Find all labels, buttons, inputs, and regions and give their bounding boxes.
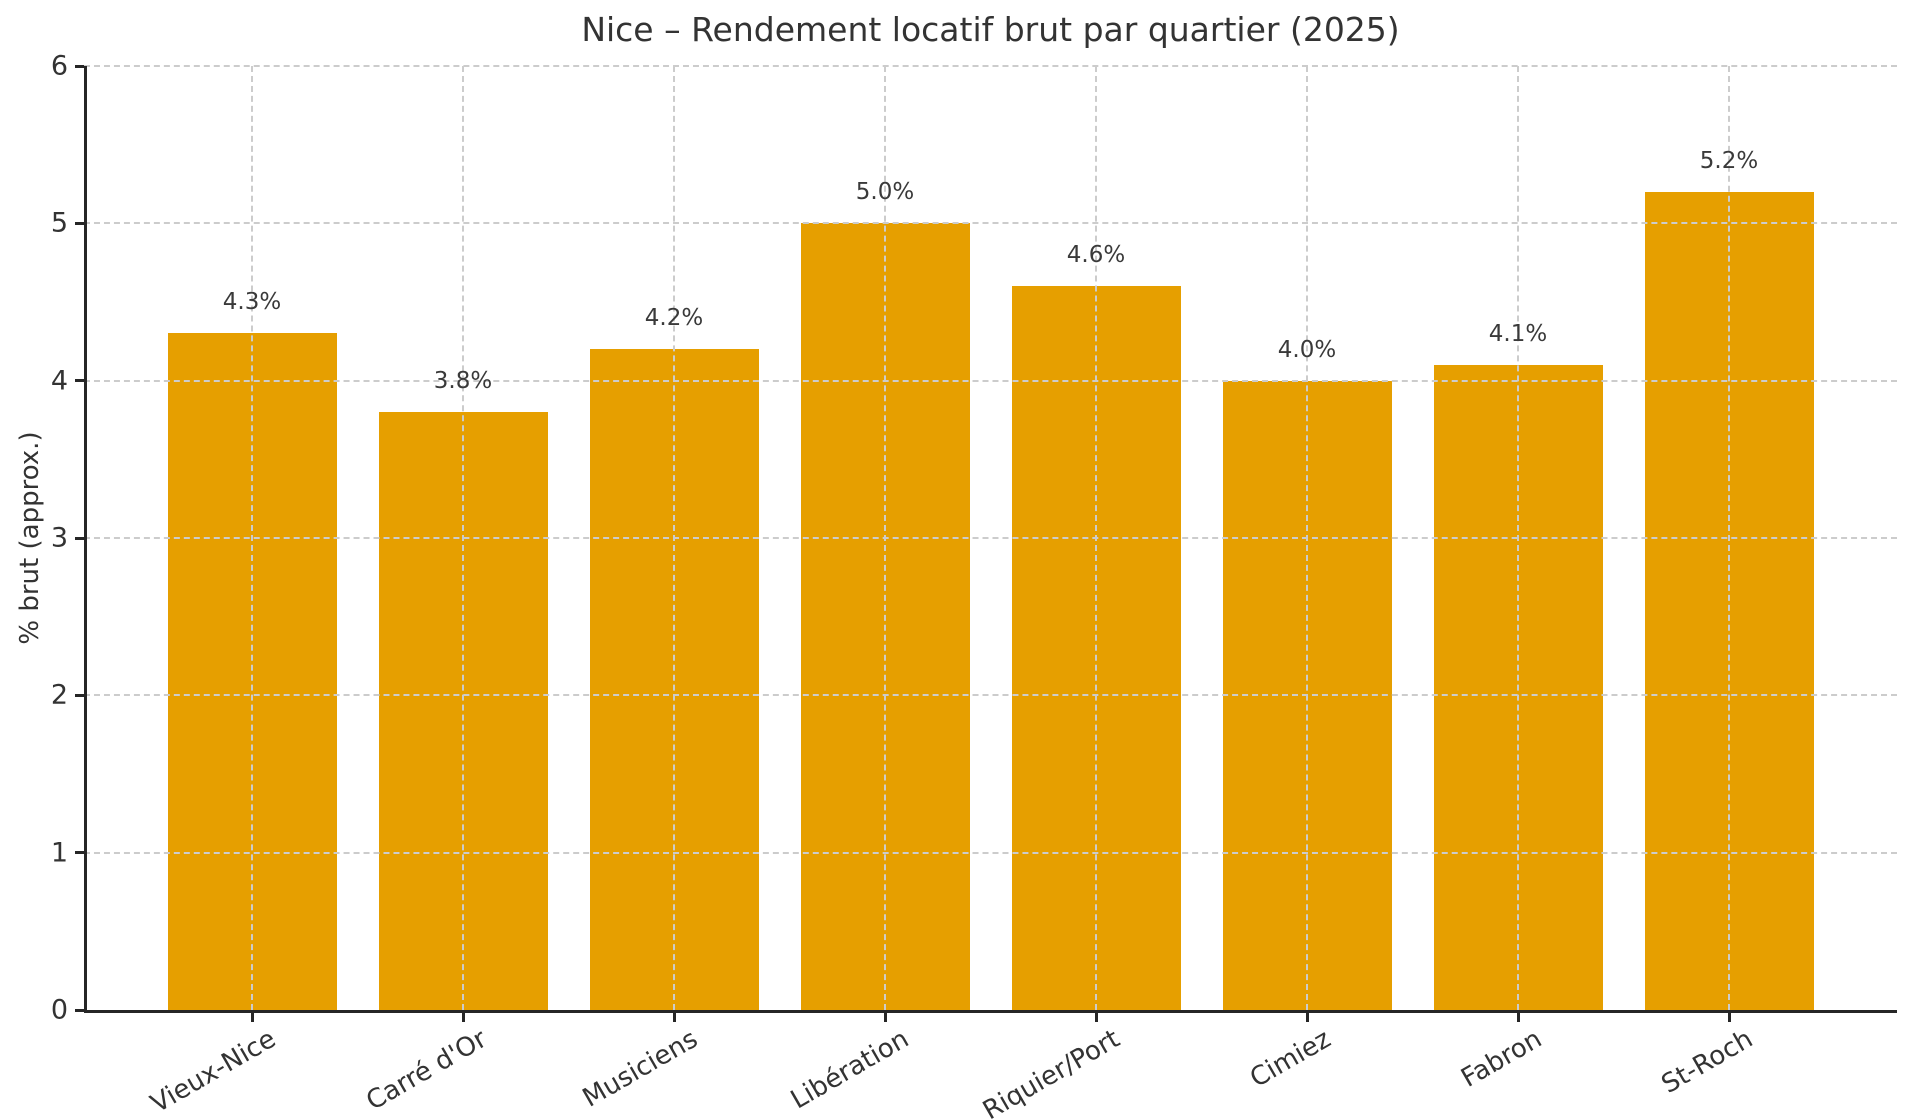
bar-value-label: 5.0%: [855, 179, 915, 206]
gridline-v: [1728, 66, 1730, 1010]
y-tick-mark: [75, 851, 84, 855]
x-axis-spine: [84, 1010, 1897, 1013]
y-tick-label: 6: [50, 50, 68, 82]
y-tick-mark: [75, 379, 84, 383]
gridline-h: [84, 65, 1897, 67]
y-tick-mark: [75, 536, 84, 540]
y-tick-mark: [75, 64, 84, 68]
gridline-v: [462, 66, 464, 1010]
y-tick-label: 3: [50, 522, 68, 554]
bar-value-label: 3.8%: [433, 368, 493, 395]
y-tick-label: 5: [50, 207, 68, 239]
gridline-h: [84, 379, 1897, 382]
gridline-v: [1517, 66, 1519, 1010]
gridline-v: [673, 66, 675, 1010]
bar-value-label: 4.6%: [1066, 242, 1126, 269]
bar-value-label: 4.2%: [644, 305, 704, 332]
bar-value-label: 4.1%: [1488, 320, 1548, 347]
gridline-h: [84, 222, 1897, 225]
bar-value-label: 4.0%: [1277, 336, 1337, 363]
x-tick-label: Riquier/Port: [977, 1024, 1125, 1120]
plot-area: 0 1 2 3 4 5 6 4.3% Vieux-Nice 3.8% Carré d'Or 4.2% M…: [51, 51, 1897, 1120]
y-axis-label: % brut (approx.): [15, 431, 45, 645]
gridline-v: [1095, 66, 1097, 1010]
x-tick-mark: [1094, 1013, 1098, 1022]
y-tick-mark: [75, 1008, 84, 1012]
y-axis-spine: [84, 66, 87, 1013]
x-tick-label: Vieux-Nice: [145, 1024, 281, 1120]
x-tick-mark: [1516, 1013, 1520, 1022]
chart-title: Nice – Rendement locatif brut par quarti…: [581, 10, 1400, 49]
y-tick-mark: [75, 693, 84, 697]
gridline-h: [84, 694, 1897, 697]
x-tick-label: St-Roch: [1656, 1024, 1758, 1100]
x-tick-mark: [1305, 1013, 1309, 1022]
gridline-v: [251, 66, 253, 1010]
y-tick-label: 0: [50, 994, 68, 1026]
x-tick-mark: [672, 1013, 676, 1022]
x-tick-label: Cimiez: [1245, 1024, 1336, 1094]
gridline-h: [84, 537, 1897, 539]
x-tick-mark: [461, 1013, 465, 1022]
bar-value-label: 5.2%: [1699, 147, 1759, 174]
gridline-v: [1306, 66, 1308, 1010]
y-tick-mark: [75, 221, 84, 225]
x-tick-mark: [883, 1013, 887, 1022]
x-tick-label: Carré d'Or: [361, 1024, 492, 1117]
y-tick-label: 4: [50, 365, 68, 397]
y-tick-label: 2: [50, 679, 68, 711]
x-tick-label: Libération: [785, 1024, 914, 1116]
x-tick-label: Fabron: [1456, 1024, 1547, 1094]
gridline-v: [884, 66, 886, 1010]
x-tick-mark: [250, 1013, 254, 1022]
y-tick-label: 1: [50, 837, 68, 869]
gridline-h: [84, 851, 1897, 854]
x-tick-label: Musiciens: [577, 1024, 703, 1114]
bar-value-label: 4.3%: [222, 289, 282, 316]
x-tick-mark: [1727, 1013, 1731, 1022]
